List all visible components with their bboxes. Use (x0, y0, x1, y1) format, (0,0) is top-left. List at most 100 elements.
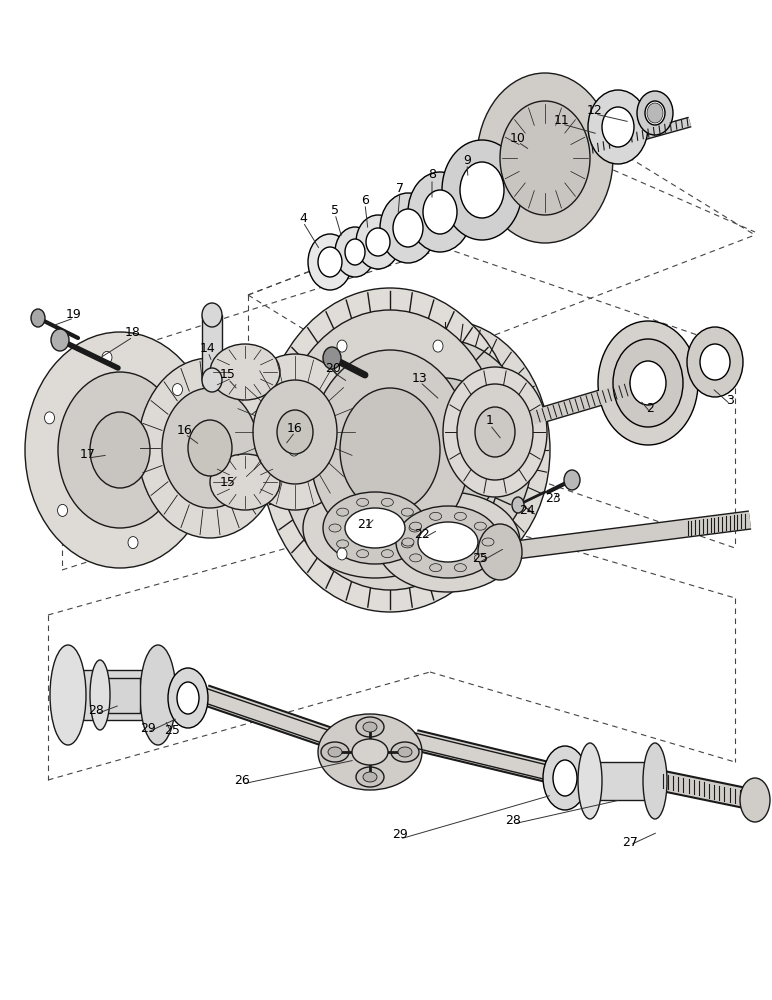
Ellipse shape (409, 524, 421, 532)
Ellipse shape (337, 548, 347, 560)
Text: 5: 5 (331, 204, 339, 217)
Ellipse shape (598, 321, 698, 445)
Ellipse shape (643, 743, 667, 819)
Ellipse shape (408, 172, 472, 252)
Text: 28: 28 (505, 814, 521, 826)
Ellipse shape (410, 522, 422, 530)
Ellipse shape (381, 550, 394, 558)
Ellipse shape (357, 498, 369, 506)
Text: 27: 27 (622, 836, 638, 848)
Ellipse shape (357, 550, 369, 558)
Ellipse shape (50, 645, 86, 745)
Ellipse shape (329, 524, 341, 532)
Ellipse shape (380, 193, 436, 263)
Ellipse shape (376, 492, 520, 592)
Ellipse shape (308, 234, 352, 290)
Ellipse shape (188, 420, 232, 476)
Ellipse shape (512, 497, 524, 513)
Ellipse shape (260, 288, 520, 612)
Ellipse shape (482, 538, 494, 546)
Text: 4: 4 (299, 212, 307, 225)
Ellipse shape (366, 228, 390, 256)
Ellipse shape (402, 538, 414, 546)
Ellipse shape (140, 645, 176, 745)
Text: 22: 22 (414, 528, 430, 542)
Ellipse shape (168, 668, 208, 728)
Ellipse shape (613, 339, 683, 427)
Ellipse shape (740, 778, 770, 822)
Ellipse shape (391, 742, 419, 762)
Ellipse shape (687, 327, 743, 397)
Ellipse shape (328, 747, 342, 757)
Ellipse shape (393, 209, 423, 247)
Ellipse shape (647, 103, 663, 123)
Ellipse shape (442, 140, 522, 240)
Ellipse shape (564, 470, 580, 490)
Ellipse shape (128, 537, 138, 549)
Ellipse shape (340, 388, 440, 512)
Ellipse shape (202, 303, 222, 327)
Text: 11: 11 (554, 113, 570, 126)
Ellipse shape (321, 742, 349, 762)
Ellipse shape (381, 498, 394, 506)
Ellipse shape (345, 508, 405, 548)
Ellipse shape (396, 506, 500, 578)
Ellipse shape (172, 384, 182, 396)
Ellipse shape (553, 760, 577, 796)
Ellipse shape (430, 512, 442, 520)
Text: 18: 18 (125, 326, 141, 340)
Ellipse shape (356, 717, 384, 737)
Ellipse shape (233, 354, 357, 510)
Ellipse shape (357, 340, 533, 560)
Ellipse shape (345, 239, 365, 265)
Text: 24: 24 (519, 504, 535, 516)
Text: 25: 25 (472, 552, 488, 564)
Ellipse shape (177, 682, 199, 714)
Text: 14: 14 (200, 342, 216, 355)
FancyBboxPatch shape (68, 670, 158, 720)
Text: 9: 9 (463, 153, 471, 166)
Ellipse shape (202, 368, 222, 392)
Ellipse shape (31, 309, 45, 327)
Ellipse shape (474, 554, 486, 562)
Text: 29: 29 (141, 722, 156, 734)
Ellipse shape (210, 344, 280, 400)
FancyBboxPatch shape (590, 762, 655, 800)
Ellipse shape (278, 310, 502, 590)
Ellipse shape (481, 444, 491, 456)
Text: 21: 21 (357, 518, 373, 530)
Text: 17: 17 (80, 448, 96, 462)
Ellipse shape (455, 564, 466, 572)
Text: 26: 26 (234, 774, 250, 786)
Ellipse shape (318, 714, 422, 790)
Ellipse shape (387, 378, 503, 522)
Ellipse shape (630, 361, 666, 405)
Text: 2: 2 (646, 401, 654, 414)
Ellipse shape (318, 247, 342, 277)
Ellipse shape (418, 522, 478, 562)
Ellipse shape (138, 358, 282, 538)
Text: 15: 15 (220, 368, 236, 381)
Ellipse shape (478, 524, 522, 580)
Ellipse shape (185, 476, 195, 488)
Ellipse shape (430, 564, 442, 572)
FancyBboxPatch shape (202, 315, 222, 380)
Ellipse shape (210, 454, 280, 510)
Ellipse shape (45, 412, 55, 424)
Text: 7: 7 (396, 182, 404, 194)
Ellipse shape (102, 351, 112, 363)
Text: 28: 28 (88, 704, 104, 716)
Text: 8: 8 (428, 168, 436, 182)
Ellipse shape (253, 380, 337, 484)
Text: 20: 20 (325, 361, 341, 374)
Ellipse shape (401, 540, 413, 548)
Ellipse shape (433, 340, 443, 352)
Text: 16: 16 (177, 424, 193, 436)
Ellipse shape (310, 350, 470, 550)
Ellipse shape (457, 384, 533, 480)
Ellipse shape (323, 492, 427, 564)
Ellipse shape (543, 746, 587, 810)
Ellipse shape (90, 660, 110, 730)
Ellipse shape (363, 722, 377, 732)
Ellipse shape (620, 348, 676, 418)
